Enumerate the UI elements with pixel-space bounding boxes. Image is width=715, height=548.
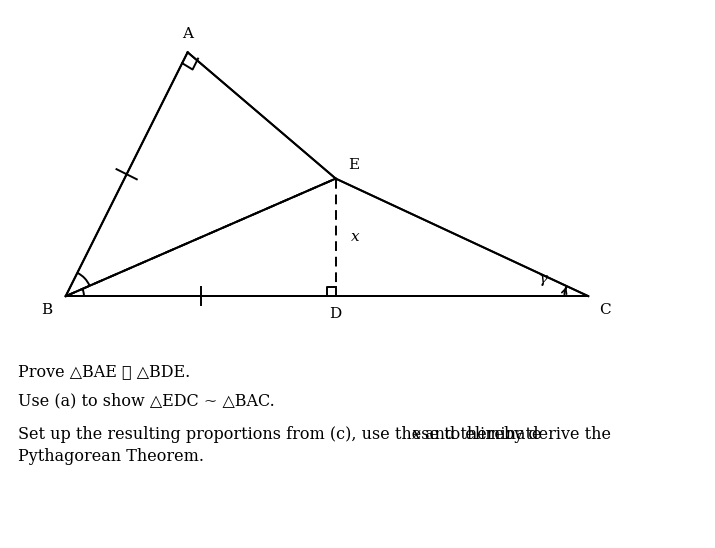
Text: Pythagorean Theorem.: Pythagorean Theorem.	[18, 448, 204, 465]
Text: A: A	[182, 27, 193, 41]
Text: and thereby derive the: and thereby derive the	[420, 426, 611, 443]
Text: E: E	[348, 158, 359, 172]
Text: x: x	[350, 230, 359, 244]
Text: B: B	[41, 303, 53, 317]
Text: Set up the resulting proportions from (c), use these to eliminate: Set up the resulting proportions from (c…	[18, 426, 547, 443]
Text: x: x	[412, 426, 421, 443]
Text: Prove △BAE ≅ △BDE.: Prove △BAE ≅ △BDE.	[18, 363, 190, 380]
Text: C: C	[599, 303, 611, 317]
Text: D: D	[330, 307, 342, 321]
Text: γ: γ	[538, 272, 548, 286]
Text: Use (a) to show △EDC ~ △BAC.: Use (a) to show △EDC ~ △BAC.	[18, 393, 275, 410]
